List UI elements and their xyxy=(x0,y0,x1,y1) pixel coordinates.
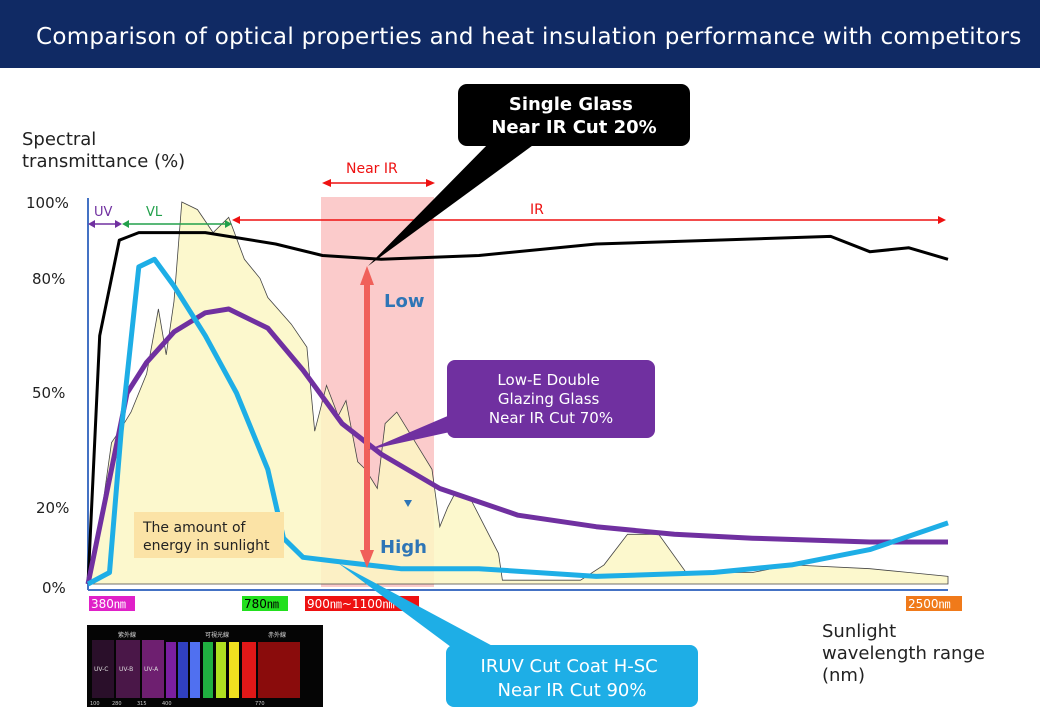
x-tick-label: 780㎚ xyxy=(244,597,279,611)
spectrum-band-label: UV-C xyxy=(94,666,109,673)
spectrum-band-uvc xyxy=(92,640,114,698)
spectrum-bottom-tick: 770 xyxy=(255,701,265,707)
spectrum-bottom-tick: 315 xyxy=(137,701,147,707)
y-tick-label: 0% xyxy=(42,579,66,597)
near-ir-arrow-left-head xyxy=(322,179,331,187)
spectrum-band-indigo xyxy=(178,642,188,698)
iruv-callout-line-1: IRUV Cut Coat H-SC xyxy=(481,656,658,677)
spectrum-band-uvb xyxy=(116,640,140,698)
spectrum-band-yellow-green xyxy=(216,642,226,698)
x-tick-box-2500 xyxy=(906,596,962,611)
spectrum-band-uva xyxy=(142,640,164,698)
y-tick-label: 80% xyxy=(32,270,65,288)
x-tick-box-380 xyxy=(89,596,135,611)
spectrum-band-violet xyxy=(166,642,176,698)
region-label-near-ir: Near IR xyxy=(346,161,398,177)
vl-arrow-left-head xyxy=(122,220,129,228)
spectrum-bottom-tick: 400 xyxy=(162,701,172,707)
iruv-callout-pointer xyxy=(338,563,500,650)
arrow-head-top xyxy=(360,266,374,285)
region-arrows xyxy=(88,179,946,228)
single-glass-callout-line-1: Single Glass xyxy=(509,94,633,115)
spectrum-band-infrared xyxy=(258,642,300,698)
spectrum-band-red xyxy=(242,642,256,698)
single-glass-callout xyxy=(458,84,690,146)
y-axis-label: Spectral transmittance (%) xyxy=(22,129,185,172)
y-axis-label-line-1: Spectral xyxy=(22,129,96,150)
spectrum-band-yellow xyxy=(229,642,239,698)
single-glass-callout-text: Single Glass Near IR Cut 20% xyxy=(491,94,656,138)
spectrum-top-label: 赤外線 xyxy=(268,631,286,639)
header-bar: Comparison of optical properties and hea… xyxy=(0,0,1040,68)
y-tick-label: 50% xyxy=(32,384,65,402)
single-glass-line xyxy=(86,231,949,585)
y-tick-label: 20% xyxy=(36,499,69,517)
spectrum-band-blue xyxy=(190,642,200,698)
ir-arrow-right-head xyxy=(938,216,946,224)
lowe-double-line xyxy=(85,306,948,585)
iruv-callout xyxy=(446,645,698,707)
ir-arrow-left-head xyxy=(232,216,240,224)
spectrum-band-label: UV-A xyxy=(144,666,159,673)
lowe-callout-line-3: Near IR Cut 70% xyxy=(489,409,613,427)
lowe-callout-text: Low-E Double Glazing Glass Near IR Cut 7… xyxy=(489,371,613,427)
near-ir-arrow-right-head xyxy=(426,179,435,187)
y-axis-label-line-2: transmittance (%) xyxy=(22,151,185,172)
spectrum-bottom-tick: 100 xyxy=(90,701,100,707)
spectrum-band-green xyxy=(203,642,213,698)
spectrum-bottom-tick: 280 xyxy=(112,701,122,707)
iruv-callout-text: IRUV Cut Coat H-SC Near IR Cut 90% xyxy=(481,656,664,701)
spectrum-band-label: UV-B xyxy=(119,666,133,673)
lowe-callout-line-2: Glazing Glass xyxy=(498,390,600,408)
uv-arrow-right-head xyxy=(115,220,122,228)
x-axis-label-line-2: wavelength range xyxy=(822,643,985,664)
spectrum-inset: 紫外線 可視光線 赤外線 UV-C UV-B UV-A 100 280 315 … xyxy=(87,625,323,707)
region-label-vl: VL xyxy=(146,205,163,220)
x-axis-label: Sunlight wavelength range (nm) xyxy=(822,621,991,686)
spectrum-top-label: 可視光線 xyxy=(205,631,229,639)
single-glass-callout-line-2: Near IR Cut 20% xyxy=(491,117,656,138)
small-marker xyxy=(404,500,412,507)
x-tick-label: 380㎚ xyxy=(91,597,126,611)
y-tick-label: 100% xyxy=(26,194,69,212)
single-glass-callout-pointer xyxy=(368,140,540,266)
sunlight-energy-label-line-1: The amount of xyxy=(142,520,247,536)
uv-arrow-left-head xyxy=(88,220,95,228)
vl-arrow-right-head xyxy=(225,220,232,228)
x-tick-label: 900㎚~1100㎚ xyxy=(307,597,395,611)
x-tick-box-780 xyxy=(242,596,288,611)
sunlight-energy-box xyxy=(134,512,284,558)
arrow-head-bottom xyxy=(360,550,374,568)
x-axis-label-line-1: Sunlight xyxy=(822,621,896,642)
iruv-callout-line-2: Near IR Cut 90% xyxy=(498,680,647,701)
sunlight-energy-label: The amount of energy in sunlight xyxy=(142,520,270,554)
spectrum-top-label: 紫外線 xyxy=(118,631,136,639)
lowe-callout xyxy=(447,360,655,438)
lowe-callout-pointer xyxy=(368,415,450,450)
region-label-ir: IR xyxy=(530,202,544,218)
high-label: High xyxy=(380,537,427,558)
low-label: Low xyxy=(384,291,424,312)
region-label-uv: UV xyxy=(94,205,113,220)
page-title: Comparison of optical properties and hea… xyxy=(36,24,1022,50)
x-tick-label: 2500㎚ xyxy=(908,597,951,611)
lowe-callout-line-1: Low-E Double xyxy=(497,371,599,389)
sunlight-energy-label-line-2: energy in sunlight xyxy=(143,538,270,554)
x-axis-label-line-3: (nm) xyxy=(822,665,865,686)
